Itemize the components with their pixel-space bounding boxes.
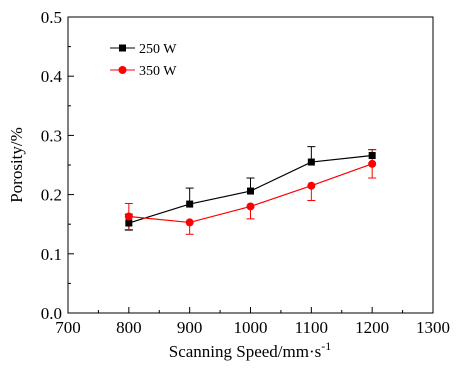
legend-marker-350w (118, 66, 127, 74)
y-tick-label: 0.3 (41, 126, 62, 145)
x-tick-label: 1100 (295, 318, 328, 337)
y-tick-label: 0.0 (41, 304, 62, 323)
data-point-350w (246, 202, 255, 211)
x-tick-label: 1000 (234, 318, 268, 337)
axis-ticks (67, 16, 434, 314)
legend-label-350w: 350 W (139, 64, 177, 79)
tick-labels: 700 800 900 1000 1100 1200 1300 0.0 0.1 0.2 0.3 0.4… (41, 8, 450, 337)
x-tick-label: 1300 (416, 318, 450, 337)
x-tick-label: 800 (116, 318, 142, 337)
data-point-250w (247, 187, 254, 195)
x-tick-label: 1200 (355, 318, 389, 337)
legend-marker-250w (119, 44, 126, 52)
y-axis-title: Porosity/% (7, 127, 26, 203)
plot-frame (67, 16, 434, 314)
data-point-350w (307, 181, 316, 190)
data-point-350w (124, 212, 133, 221)
data-point-250w (368, 152, 376, 160)
data-point-250w (125, 219, 133, 227)
x-tick-label: 900 (177, 318, 203, 337)
x-axis-title: Scanning Speed/mm·s-1 (169, 339, 332, 361)
legend: 250 W 350 W (110, 42, 177, 79)
y-tick-label: 0.5 (41, 8, 62, 27)
x-tick-label: 700 (55, 318, 81, 337)
y-tick-label: 0.1 (41, 245, 62, 264)
data-point-350w (368, 159, 377, 168)
y-tick-label: 0.2 (41, 186, 62, 205)
data-point-250w (307, 158, 315, 166)
data-point-350w (185, 218, 194, 227)
data-point-250w (186, 200, 194, 208)
y-tick-label: 0.4 (41, 67, 63, 86)
legend-label-250w: 250 W (139, 42, 177, 57)
series-markers (124, 152, 377, 227)
